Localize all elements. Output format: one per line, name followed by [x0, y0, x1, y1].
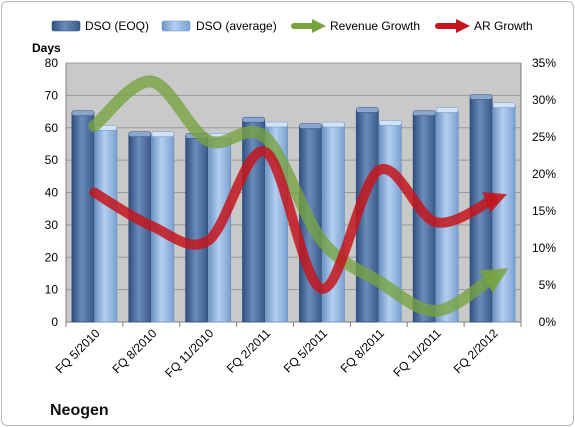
bar-dso-eoq	[71, 112, 95, 323]
legend-item-dso-average: DSO (average)	[161, 19, 277, 33]
y2-tick-label: 35%	[532, 56, 556, 70]
bar-cap-dso-average	[435, 107, 459, 113]
bar-cap-dso-average	[379, 120, 402, 126]
legend-item-ar-growth: AR Growth	[435, 19, 533, 33]
bar-dso-eoq	[185, 135, 209, 323]
y2-tick-label: 5%	[539, 278, 557, 292]
legend-item-dso-eoq: DSO (EOQ)	[51, 19, 149, 33]
x-tick-label: FQ 8/2010	[109, 326, 159, 376]
bar-cap-dso-eoq	[242, 116, 265, 123]
x-tick-label: FQ 5/2011	[281, 326, 331, 376]
legend-arrow-revenue-growth	[312, 19, 326, 33]
y-tick-label: 80	[45, 56, 59, 70]
y-tick-label: 10	[45, 283, 59, 297]
y-tick-label: 60	[45, 121, 59, 135]
x-tick-label: FQ 2/2011	[224, 326, 274, 376]
y-tick-label: 20	[45, 250, 59, 264]
growth-lines	[88, 75, 509, 317]
legend-arrow-ar-growth	[456, 19, 470, 33]
y-axis-ticks: 0 10 20 30 40 50 60 70 80	[45, 56, 59, 329]
bar-cap-dso-average	[492, 102, 516, 108]
x-axis-ticks: FQ 5/2010 FQ 8/2010 FQ 11/2010 FQ 2/2011 FQ …	[53, 326, 501, 380]
y-tick-label: 40	[45, 186, 59, 200]
bar-cap-dso-average	[151, 131, 175, 137]
y-tick-label: 70	[45, 88, 59, 102]
legend-item-revenue-growth: Revenue Growth	[291, 19, 420, 33]
bar-cap-dso-average	[322, 121, 345, 128]
bar-cap-dso-eoq	[412, 110, 436, 116]
y-tick-label: 30	[45, 218, 59, 232]
legend-label-ar-growth: AR Growth	[474, 19, 533, 33]
bar-dso-average	[492, 104, 516, 323]
legend-label-revenue-growth: Revenue Growth	[330, 19, 420, 33]
y-tick-label: 50	[45, 153, 59, 167]
y2-tick-label: 20%	[532, 167, 556, 181]
x-tick-label: FQ 11/2010	[162, 326, 216, 380]
bar-cap-dso-average	[265, 121, 288, 128]
legend-label-dso-eoq: DSO (EOQ)	[85, 19, 149, 33]
legend-swatch-dso-average	[161, 20, 191, 32]
line-ar-growth	[89, 146, 507, 294]
bar-cap-dso-eoq	[356, 107, 379, 113]
y2-tick-label: 0%	[539, 315, 557, 329]
bar-cap-dso-eoq	[299, 123, 322, 129]
y2-axis-ticks: 0% 5% 10% 15% 20% 25% 30% 35%	[532, 56, 556, 329]
y2-tick-label: 30%	[532, 93, 556, 107]
company-name: Neogen	[50, 402, 109, 419]
y2-tick-label: 15%	[532, 204, 556, 218]
y2-tick-label: 10%	[532, 241, 556, 255]
bar-cap-dso-eoq	[469, 94, 493, 100]
legend-swatch-dso-eoq	[51, 20, 81, 32]
y-tick-label: 0	[51, 315, 58, 329]
legend: DSO (EOQ) DSO (average) Revenue Growth A…	[51, 19, 533, 33]
y2-tick-label: 25%	[532, 130, 556, 144]
y-axis-title: Days	[32, 41, 61, 55]
legend-label-dso-average: DSO (average)	[196, 19, 277, 33]
bar-cap-dso-eoq	[71, 110, 95, 116]
line-revenue-growth	[88, 75, 509, 317]
bar-cap-dso-eoq	[128, 131, 152, 137]
bar-dso-average	[94, 127, 118, 323]
x-tick-label: FQ 8/2011	[338, 326, 388, 376]
x-tick-label: FQ 11/2011	[390, 326, 444, 380]
x-tick-label: FQ 5/2010	[53, 326, 103, 376]
x-tick-label: FQ 2/2012	[451, 326, 501, 376]
